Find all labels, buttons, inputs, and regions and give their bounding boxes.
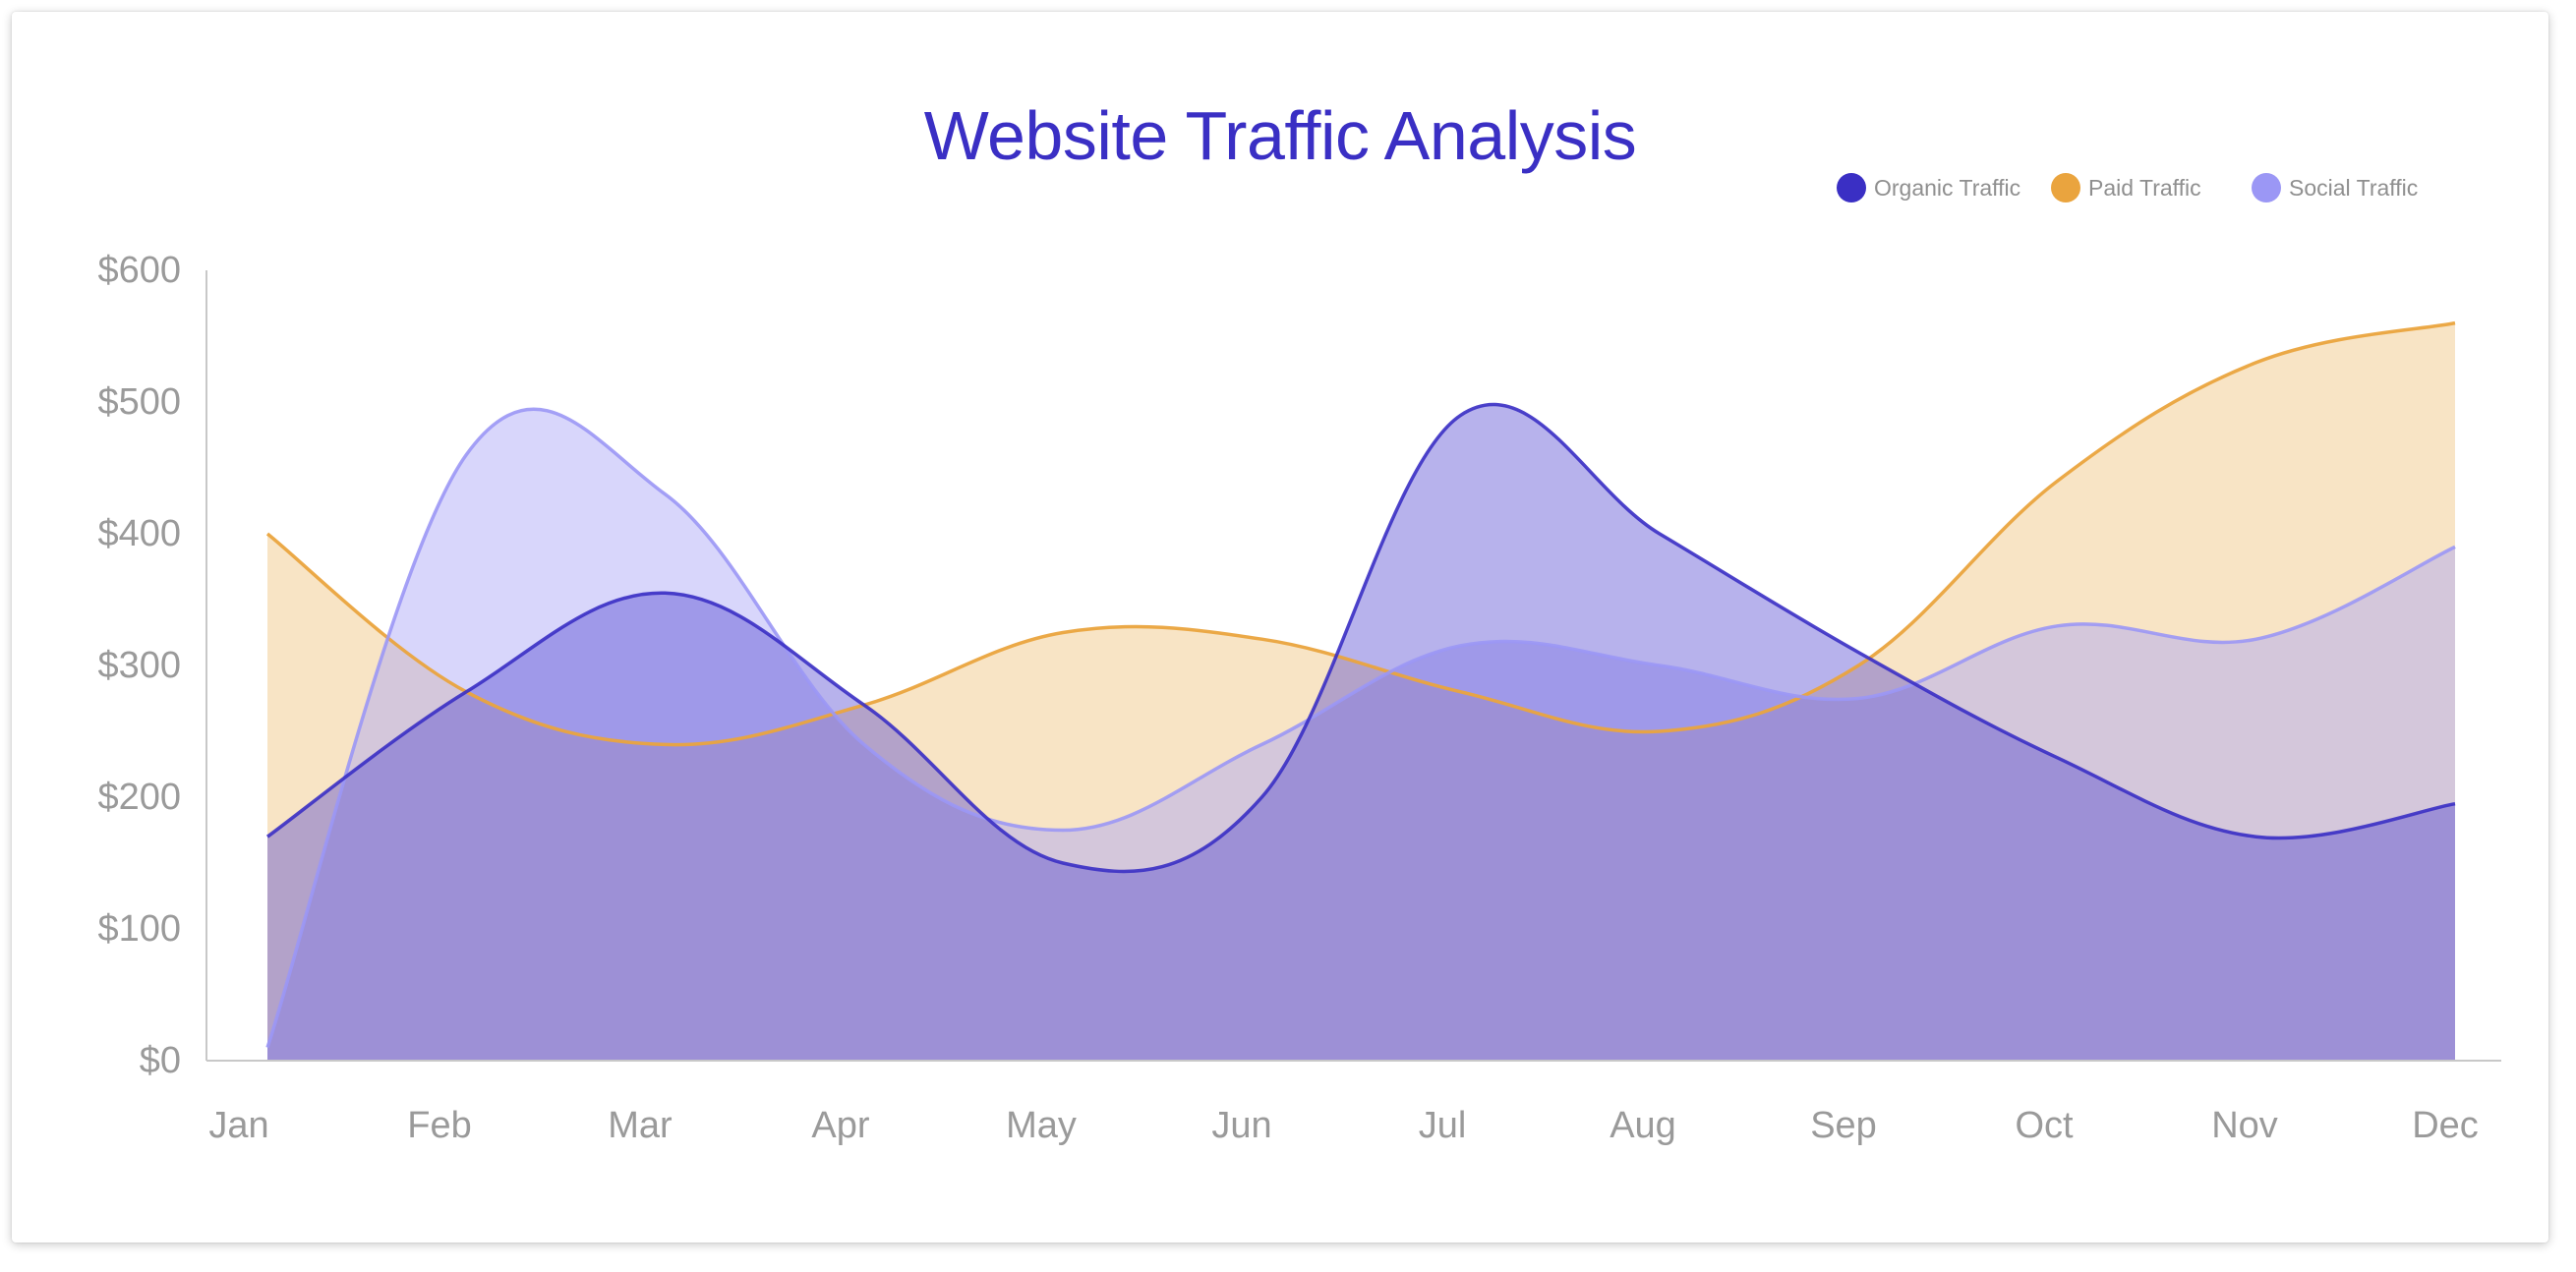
legend-swatch-organic — [1837, 173, 1866, 202]
x-tick-label: Feb — [407, 1105, 471, 1146]
x-tick-label: Mar — [608, 1105, 673, 1146]
y-tick-label: $600 — [97, 250, 181, 291]
chart-title: Website Traffic Analysis — [923, 97, 1637, 174]
x-tick-label: Jul — [1419, 1105, 1467, 1146]
x-tick-label: Dec — [2412, 1105, 2479, 1146]
chart-legend: Organic Traffic Paid Traffic Social Traf… — [0, 173, 2576, 212]
x-tick-label: Oct — [2015, 1105, 2074, 1146]
y-tick-label: $200 — [97, 777, 181, 818]
chart-axes — [205, 270, 2501, 1062]
x-tick-label: May — [1006, 1105, 1077, 1146]
x-tick-label: Apr — [811, 1105, 869, 1146]
legend-label-organic: Organic Traffic — [1874, 174, 2021, 201]
legend-item-organic[interactable]: Organic Traffic — [1837, 173, 2020, 202]
x-tick-label: Jun — [1211, 1105, 1271, 1146]
x-axis-ticks: Jan Feb Mar Apr May Jun Jul Aug Sep Oct Nov Dec — [208, 1105, 2478, 1146]
y-axis-ticks: $0 $100 $200 $300 $400 $500 $600 — [97, 250, 181, 1081]
legend-item-social[interactable]: Social Traffic — [2252, 173, 2418, 202]
legend-swatch-social — [2252, 173, 2281, 202]
x-tick-label: Jan — [208, 1105, 268, 1146]
area-social[interactable] — [267, 409, 2455, 1061]
line-organic[interactable] — [265, 402, 2456, 874]
legend-label-social: Social Traffic — [2289, 174, 2419, 201]
x-tick-label: Sep — [1810, 1105, 1877, 1146]
y-tick-label: $100 — [97, 908, 181, 950]
y-tick-label: $400 — [97, 513, 181, 554]
area-organic[interactable] — [267, 404, 2455, 1061]
y-tick-label: $500 — [97, 381, 181, 423]
series-areas — [267, 322, 2455, 1062]
x-tick-label: Aug — [1610, 1105, 1676, 1146]
y-tick-label: $300 — [97, 645, 181, 686]
legend-item-paid[interactable]: Paid Traffic — [2051, 173, 2201, 202]
x-tick-label: Nov — [2211, 1105, 2278, 1146]
area-paid[interactable] — [267, 322, 2455, 1062]
y-tick-label: $0 — [140, 1040, 181, 1081]
series-lines — [265, 320, 2456, 1049]
legend-label-paid: Paid Traffic — [2088, 174, 2201, 201]
legend-swatch-paid — [2051, 173, 2080, 202]
line-paid[interactable] — [265, 320, 2456, 747]
line-social[interactable] — [265, 407, 2456, 1049]
